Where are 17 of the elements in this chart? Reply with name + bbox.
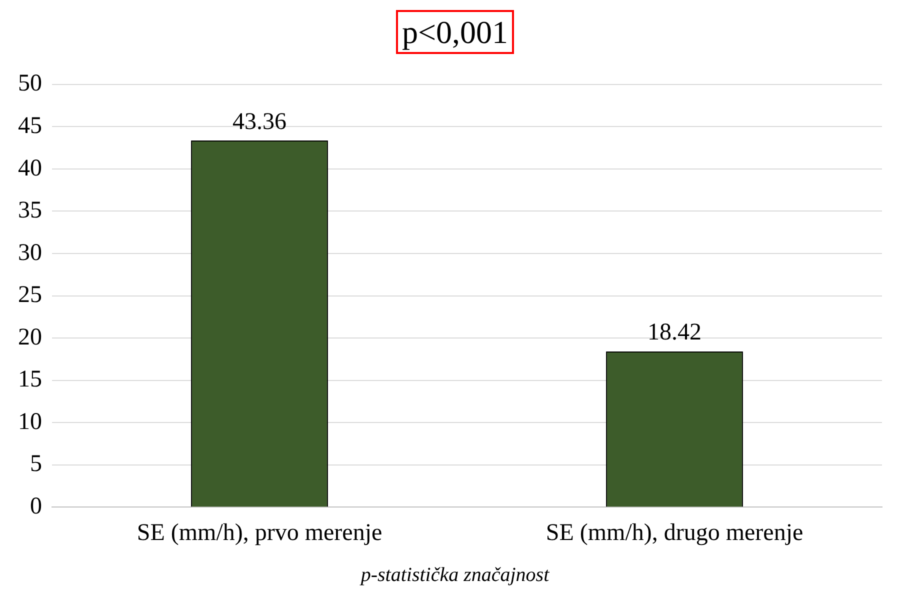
y-tick-label: 20 [18,324,42,350]
y-tick-label: 30 [18,240,42,266]
y-tick-label: 45 [18,112,42,139]
y-tick-label: 5 [30,451,42,478]
y-tick-label: 35 [18,198,42,224]
text: p-statistička značajnost [358,564,550,587]
y-tick-label: 15 [18,366,42,393]
y-tick-label: 50 [18,70,42,97]
y-tick-label: 0 [30,493,42,520]
x-tick-label: SE (mm/h), prvo merenje [136,520,382,546]
y-tick-label: 10 [18,408,42,435]
y-tick-label: 40 [18,155,42,182]
y-tick-label: 25 [18,282,42,308]
chart-title: p<0,001 [396,10,514,54]
data-label: 43.36 [232,108,286,135]
data-label: 18.42 [648,320,702,346]
x-tick-label: SE (mm/h), drugo merenje [546,520,804,546]
